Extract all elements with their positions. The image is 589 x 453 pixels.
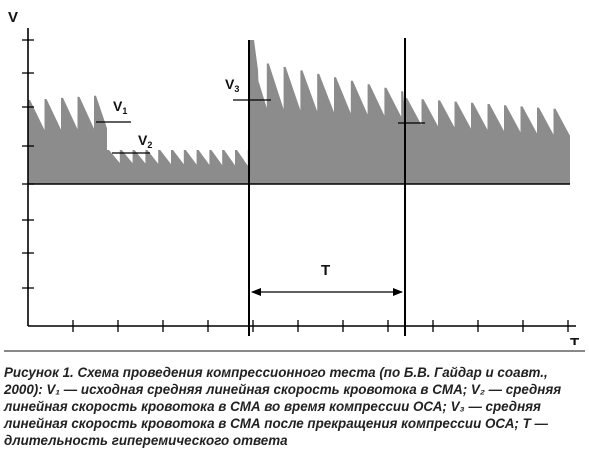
v1-label: V1 [113, 98, 127, 116]
x-axis-label: T [570, 335, 579, 345]
figure-caption: Рисунок 1. Схема проведения компрессионн… [4, 350, 585, 450]
v2-label: V2 [138, 132, 152, 150]
compression-test-diagram: V T V1 V2 V3 T [8, 9, 579, 345]
duration-label: T [321, 262, 330, 279]
v3-label: V3 [225, 76, 239, 94]
y-axis-label: V [8, 9, 18, 26]
doppler-signal-envelope [28, 60, 570, 184]
y-axis-ticks [22, 39, 34, 289]
hyperemia-peak [250, 40, 262, 184]
x-axis-ticks [72, 320, 569, 332]
duration-arrow [251, 288, 403, 296]
